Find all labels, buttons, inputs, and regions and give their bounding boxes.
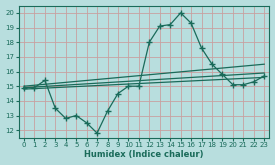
- X-axis label: Humidex (Indice chaleur): Humidex (Indice chaleur): [84, 150, 204, 159]
